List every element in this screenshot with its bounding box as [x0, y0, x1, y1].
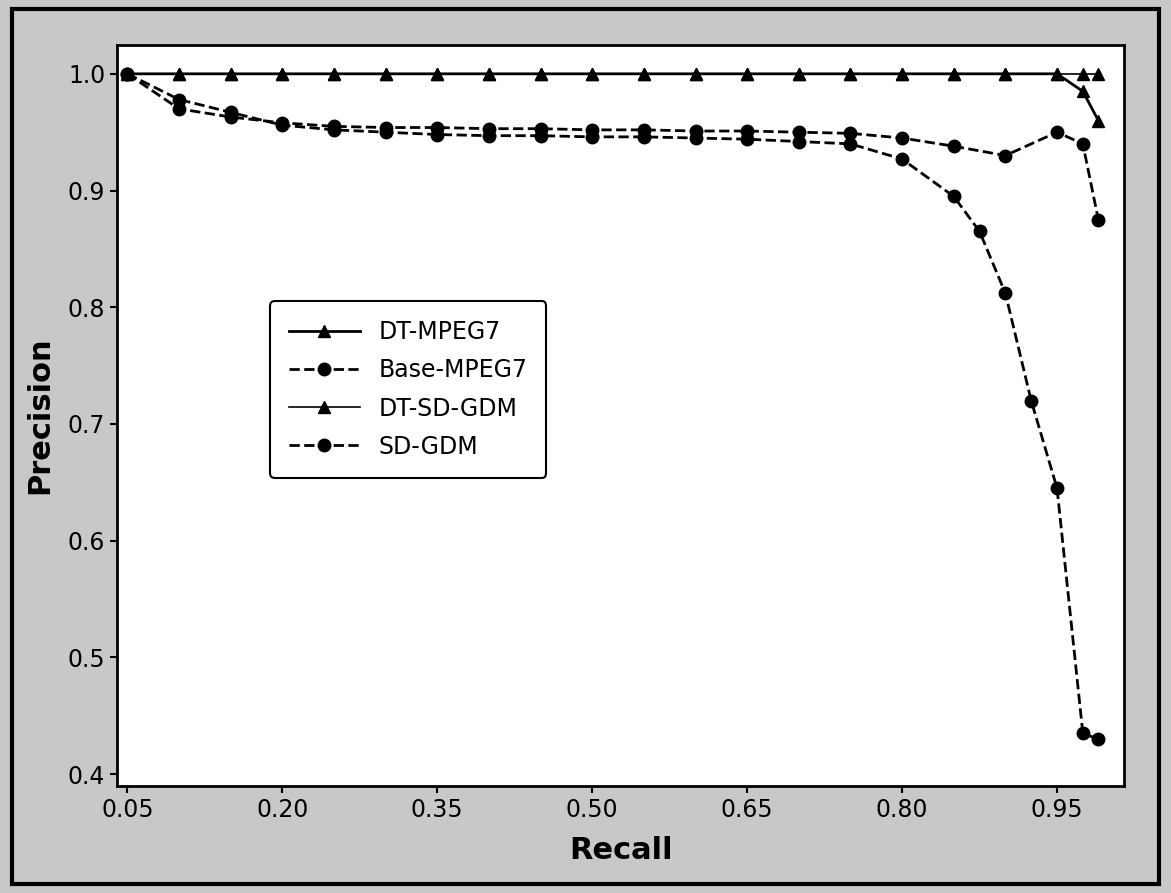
Base-MPEG7 — [1091, 214, 1105, 225]
DT-SD-GDM — [430, 69, 444, 79]
DT-MPEG7 — [430, 69, 444, 79]
DT-MPEG7 — [999, 69, 1013, 79]
X-axis label: Recall: Recall — [569, 836, 672, 864]
SD-GDM — [1076, 728, 1090, 739]
DT-SD-GDM — [586, 69, 600, 79]
SD-GDM — [275, 120, 289, 130]
Base-MPEG7 — [946, 141, 960, 152]
SD-GDM — [1025, 396, 1039, 406]
Base-MPEG7 — [275, 118, 289, 129]
DT-MPEG7 — [1050, 69, 1064, 79]
Base-MPEG7 — [792, 127, 806, 138]
DT-SD-GDM — [172, 69, 186, 79]
DT-MPEG7 — [534, 69, 548, 79]
Base-MPEG7 — [1076, 138, 1090, 149]
DT-SD-GDM — [792, 69, 806, 79]
SD-GDM — [1091, 734, 1105, 745]
SD-GDM — [999, 288, 1013, 298]
SD-GDM — [973, 226, 987, 237]
SD-GDM — [895, 154, 909, 164]
SD-GDM — [482, 130, 497, 141]
Base-MPEG7 — [121, 69, 135, 79]
DT-MPEG7 — [586, 69, 600, 79]
Line: Base-MPEG7: Base-MPEG7 — [121, 68, 1104, 226]
SD-GDM — [121, 69, 135, 79]
DT-MPEG7 — [843, 69, 857, 79]
Line: SD-GDM: SD-GDM — [121, 68, 1104, 746]
DT-MPEG7 — [121, 69, 135, 79]
SD-GDM — [740, 134, 754, 145]
SD-GDM — [689, 133, 703, 144]
Y-axis label: Precision: Precision — [25, 337, 54, 494]
SD-GDM — [586, 131, 600, 142]
DT-SD-GDM — [224, 69, 238, 79]
DT-MPEG7 — [1091, 115, 1105, 126]
DT-SD-GDM — [534, 69, 548, 79]
SD-GDM — [1050, 483, 1064, 494]
DT-SD-GDM — [637, 69, 651, 79]
Base-MPEG7 — [586, 124, 600, 135]
SD-GDM — [378, 127, 392, 138]
DT-SD-GDM — [689, 69, 703, 79]
DT-SD-GDM — [946, 69, 960, 79]
SD-GDM — [843, 138, 857, 149]
Base-MPEG7 — [843, 128, 857, 138]
Base-MPEG7 — [999, 150, 1013, 161]
DT-SD-GDM — [895, 69, 909, 79]
Base-MPEG7 — [689, 126, 703, 137]
Base-MPEG7 — [534, 123, 548, 134]
DT-SD-GDM — [740, 69, 754, 79]
Base-MPEG7 — [740, 126, 754, 137]
DT-SD-GDM — [327, 69, 341, 79]
Base-MPEG7 — [895, 133, 909, 144]
DT-SD-GDM — [1076, 69, 1090, 79]
DT-MPEG7 — [224, 69, 238, 79]
DT-MPEG7 — [637, 69, 651, 79]
DT-SD-GDM — [121, 69, 135, 79]
SD-GDM — [946, 191, 960, 202]
Base-MPEG7 — [637, 124, 651, 135]
SD-GDM — [224, 107, 238, 118]
DT-MPEG7 — [378, 69, 392, 79]
DT-MPEG7 — [1076, 86, 1090, 96]
Base-MPEG7 — [224, 112, 238, 122]
DT-MPEG7 — [946, 69, 960, 79]
Line: DT-MPEG7: DT-MPEG7 — [121, 68, 1104, 127]
Base-MPEG7 — [482, 123, 497, 134]
SD-GDM — [430, 129, 444, 140]
DT-MPEG7 — [172, 69, 186, 79]
DT-MPEG7 — [740, 69, 754, 79]
DT-SD-GDM — [1091, 69, 1105, 79]
SD-GDM — [327, 124, 341, 135]
SD-GDM — [792, 136, 806, 146]
SD-GDM — [534, 130, 548, 141]
Base-MPEG7 — [327, 121, 341, 131]
DT-SD-GDM — [999, 69, 1013, 79]
Base-MPEG7 — [172, 104, 186, 114]
DT-MPEG7 — [895, 69, 909, 79]
Legend: DT-MPEG7, Base-MPEG7, DT-SD-GDM, SD-GDM: DT-MPEG7, Base-MPEG7, DT-SD-GDM, SD-GDM — [269, 301, 547, 478]
Base-MPEG7 — [430, 122, 444, 133]
DT-SD-GDM — [482, 69, 497, 79]
Base-MPEG7 — [1050, 127, 1064, 138]
DT-MPEG7 — [275, 69, 289, 79]
SD-GDM — [172, 94, 186, 104]
Line: DT-SD-GDM: DT-SD-GDM — [121, 68, 1104, 80]
DT-SD-GDM — [275, 69, 289, 79]
DT-SD-GDM — [378, 69, 392, 79]
DT-MPEG7 — [689, 69, 703, 79]
SD-GDM — [637, 131, 651, 142]
DT-MPEG7 — [327, 69, 341, 79]
DT-SD-GDM — [1050, 69, 1064, 79]
DT-MPEG7 — [482, 69, 497, 79]
DT-MPEG7 — [792, 69, 806, 79]
DT-SD-GDM — [843, 69, 857, 79]
Base-MPEG7 — [378, 122, 392, 133]
